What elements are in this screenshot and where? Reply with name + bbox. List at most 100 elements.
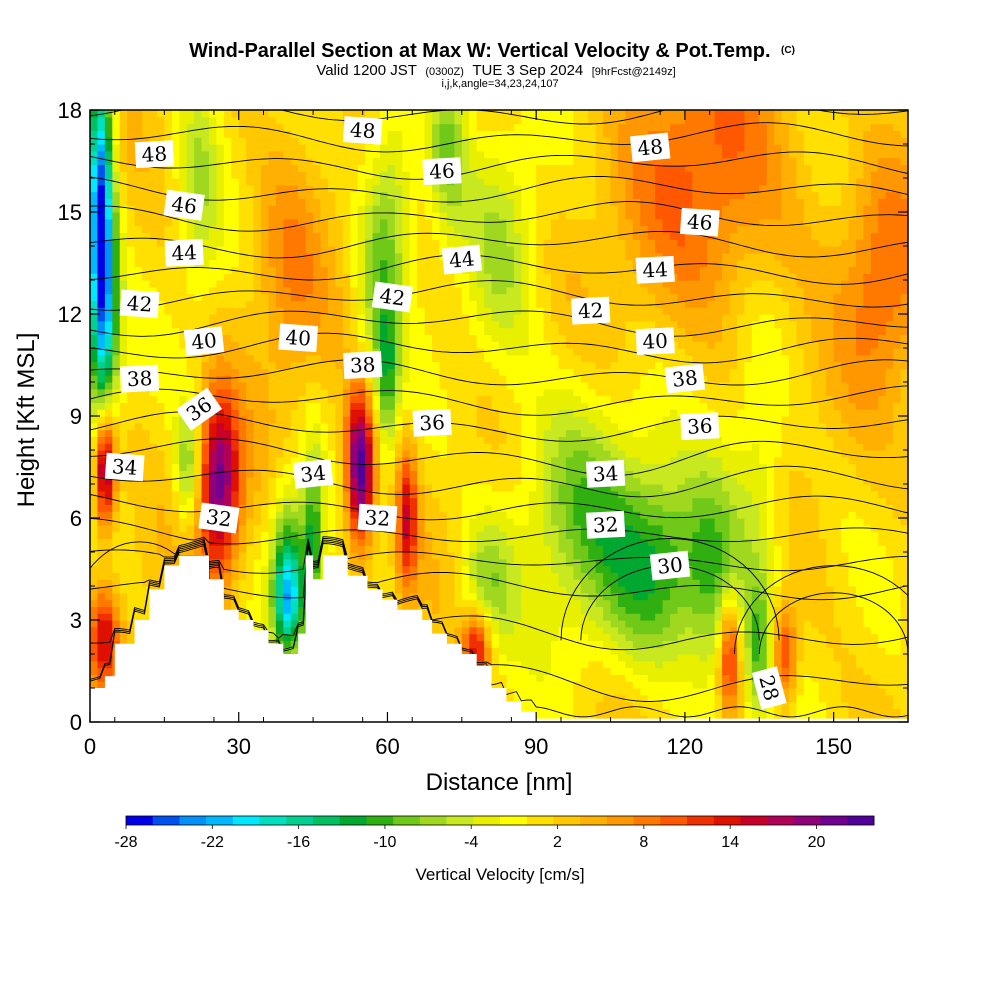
colorbar-tick-label: 2	[553, 834, 562, 851]
colorbar-segment	[206, 816, 234, 825]
y-tick-label: 3	[70, 608, 82, 633]
x-tick-label: 90	[524, 734, 548, 759]
colorbar-segment	[473, 816, 501, 825]
colorbar-segment	[500, 816, 528, 825]
theta-dome-contour	[560, 537, 780, 641]
theta-label: 42	[371, 281, 414, 313]
theta-label: 48	[629, 132, 671, 163]
theta-contour-28	[90, 543, 908, 718]
y-tick-label: 6	[70, 506, 82, 531]
theta-label: 46	[422, 157, 462, 186]
colorbar-segment	[313, 816, 341, 825]
theta-contour-39	[90, 359, 908, 386]
x-tick-label: 60	[375, 734, 399, 759]
theta-label: 36	[412, 408, 452, 437]
theta-contour-49	[90, 110, 908, 125]
colorbar-segment	[366, 816, 394, 825]
theta-label: 40	[278, 323, 319, 353]
colorbar-segment	[126, 816, 154, 825]
colorbar-segment	[793, 816, 821, 825]
colorbar-label: Vertical Velocity [cm/s]	[415, 865, 584, 884]
y-tick-label: 12	[58, 302, 82, 327]
colorbar: -28 -22 -16 -10 -4 2 8 14 20	[114, 815, 875, 851]
theta-contour-48	[90, 122, 908, 153]
colorbar-segment	[339, 816, 367, 825]
theta-label: 48	[342, 116, 383, 145]
theta-contour-45	[90, 201, 908, 232]
colorbar-segment	[580, 816, 608, 825]
y-axis-label: Height [Kft MSL]	[13, 333, 40, 508]
x-tick-label: 150	[815, 734, 852, 759]
colorbar-segment	[847, 816, 875, 825]
chart-title: Wind-Parallel Section at Max W: Vertical…	[189, 40, 795, 62]
colorbar-segment	[232, 816, 260, 825]
theta-label: 40	[635, 327, 675, 356]
theta-contour-40	[90, 332, 908, 364]
colorbar-segment	[820, 816, 848, 825]
theta-contour-42	[90, 280, 908, 311]
colorbar-tick-label: 14	[721, 834, 739, 851]
colorbar-segment	[152, 816, 180, 825]
x-tick-label: 0	[84, 734, 96, 759]
theta-label: 30	[649, 550, 691, 581]
theta-label: 46	[163, 189, 205, 221]
colorbar-segment	[526, 816, 554, 825]
theta-contour-33	[90, 517, 908, 545]
theta-label: 32	[198, 502, 240, 534]
theta-contour-46	[90, 176, 908, 203]
chart-subtitle: Valid 1200 JST (0300Z) TUE 3 Sep 2024 [9…	[316, 62, 675, 79]
theta-contour-30	[90, 539, 908, 651]
theta-label: 38	[664, 363, 706, 394]
colorbar-segment	[740, 816, 768, 825]
colorbar-segment	[446, 816, 474, 825]
x-axis-label: Distance [nm]	[426, 769, 573, 796]
theta-dome-contour	[734, 565, 908, 655]
theta-contour-47	[90, 151, 908, 180]
chart-subtitle-indices: i,j,k,angle=34,23,24,107	[441, 78, 558, 90]
colorbar-segment	[553, 816, 581, 825]
theta-contour-38	[90, 385, 908, 416]
colorbar-segment	[767, 816, 795, 825]
theta-contour-44	[90, 230, 908, 259]
theta-label: 42	[571, 296, 611, 325]
theta-contour-36	[90, 438, 908, 476]
colorbar-tick-label: 8	[639, 834, 648, 851]
y-tick-label: 0	[70, 710, 82, 735]
theta-label: 44	[164, 238, 204, 267]
colorbar-segment	[660, 816, 688, 825]
colorbar-segment	[606, 816, 634, 825]
theta-label: 40	[183, 326, 225, 357]
theta-label: 34	[585, 459, 626, 488]
colorbar-segment	[286, 816, 314, 825]
colorbar-tick-label: -22	[201, 834, 224, 851]
theta-label: 42	[119, 289, 160, 319]
theta-label: 38	[119, 364, 160, 393]
colorbar-segment	[633, 816, 661, 825]
x-tick-label: 120	[667, 734, 704, 759]
theta-label: 28	[751, 666, 787, 710]
colorbar-segment	[393, 816, 421, 825]
theta-label: 44	[635, 255, 675, 284]
colorbar-tick-label: -16	[287, 834, 310, 851]
theta-label: 48	[134, 140, 175, 169]
colorbar-segment	[419, 816, 447, 825]
theta-dome-contour	[758, 592, 908, 655]
x-tick-label: 30	[226, 734, 250, 759]
colorbar-segment	[259, 816, 287, 825]
y-tick-label: 9	[70, 404, 82, 429]
colorbar-tick-label: 20	[808, 834, 826, 851]
terrain-mask	[90, 555, 908, 722]
theta-contour-41	[90, 310, 908, 337]
y-tick-label: 18	[58, 98, 82, 123]
theta-label: 38	[343, 351, 383, 379]
theta-contour-43	[90, 254, 908, 285]
colorbar-tick-label: -4	[464, 834, 478, 851]
theta-contour-37	[90, 411, 908, 442]
theta-label: 34	[292, 458, 334, 489]
theta-label: 34	[104, 452, 145, 482]
theta-label: 44	[441, 244, 483, 275]
